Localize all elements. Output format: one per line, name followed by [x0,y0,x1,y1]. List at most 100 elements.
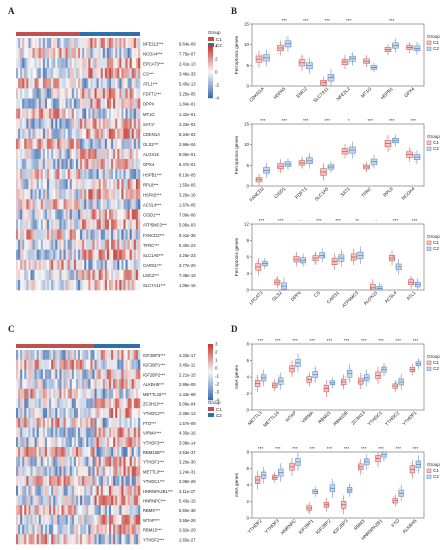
heatmap-cell [82,68,85,79]
data-point [366,65,368,67]
significance-label: *** [303,18,309,24]
heatmap-cell [129,249,133,261]
heatmap-cell [42,379,46,390]
heatmap-cell [115,350,118,360]
heatmap-cell [102,534,106,545]
heatmap-cell [92,427,95,438]
gene-label: ATL1*** [143,82,158,87]
heatmap-cell [38,138,42,150]
data-point [316,492,318,494]
heatmap-cell [125,350,128,360]
heatmap-cell [65,229,68,240]
heatmap-cell [96,138,99,150]
heatmap-cell [123,179,126,190]
x-category-label: RPL8 [382,186,394,198]
heatmap-cell [121,48,124,59]
heatmap-cell [111,524,114,535]
heatmap-cell [65,388,68,399]
data-point [287,163,289,165]
significance-label: *** [361,446,367,452]
heatmap-cell [115,189,118,200]
gene-label: NCOA4*** [143,51,163,56]
heatmap-cell [94,98,97,109]
heatmap-cell [117,524,120,535]
heatmap-cell [26,505,29,516]
data-point [284,162,286,164]
heatmap-cell [129,38,133,49]
heatmap-cell [26,350,29,360]
heatmap-cell [44,279,48,291]
heatmap-cell [55,78,58,89]
data-point [347,154,349,156]
heatmap-cell [57,148,60,160]
data-point [257,478,259,480]
heatmap-cell [71,534,75,545]
heatmap-cell [131,88,135,99]
heatmap-cell [36,447,40,457]
x-category-label: YTHDC1 [367,410,384,427]
heatmap-cell [24,249,27,261]
data-point [343,58,345,60]
heatmap-cell [22,259,25,271]
heatmap-cell [90,466,93,477]
heatmap-cell [94,495,97,506]
plot-frame [251,123,425,187]
data-point [260,179,262,181]
heatmap-cell [47,485,50,496]
data-point [379,380,381,382]
data-point [304,264,306,266]
heatmap-cell [86,148,89,160]
heatmap-cell [55,534,58,545]
heatmap-cell [135,138,139,150]
heatmap-cell [61,505,64,516]
heatmap-cell [115,417,118,428]
heatmap-cell [59,534,62,545]
heatmap-cell [22,138,25,150]
heatmap-cell [24,437,27,448]
heatmap-cell [40,229,44,240]
data-point [364,377,366,379]
heatmap-cell [115,249,118,261]
data-point [295,365,297,367]
heatmap-cell [47,388,50,399]
heatmap-cell [125,379,128,390]
heatmap-cell [22,447,25,457]
heatmap-cell [61,408,64,419]
heatmap-cell [119,495,122,506]
data-point [417,460,419,462]
significance-label: *** [410,118,416,124]
heatmap-cell [38,408,42,419]
data-point [335,264,337,266]
heatmap-cell [34,408,37,419]
legend-label-c1: C1 [433,360,439,365]
heatmap-cell [18,229,21,240]
heatmap-cell [59,158,62,170]
heatmap-cell [65,524,68,535]
heatmap-cell [96,398,99,409]
data-point [256,261,258,263]
heatmap-cell [51,485,54,496]
heatmap-cell [117,398,120,409]
heatmap-cell [73,58,77,69]
heatmap-cell [96,456,99,467]
heatmap-cell [20,48,23,59]
significance-label: *** [389,118,395,124]
heatmap-cell [115,58,118,69]
heatmap-cell [127,179,130,190]
heatmap-cell [106,259,110,271]
heatmap-cell [22,199,25,210]
x-category-label: YTHDF2 [247,518,263,534]
data-point [282,281,284,283]
data-point [256,64,258,66]
heatmap-cell [49,514,52,525]
heatmap-cell [109,269,112,281]
gene-pvalue: 1.43e-08 [179,392,196,397]
data-point [411,153,413,155]
legend-title: Group [427,354,440,359]
heatmap-cell [106,417,110,428]
heatmap-cell [42,456,46,467]
heatmap-cell [104,78,108,89]
heatmap-cell [131,58,135,69]
heatmap-cell [117,108,120,119]
heatmap-cell [55,158,58,170]
